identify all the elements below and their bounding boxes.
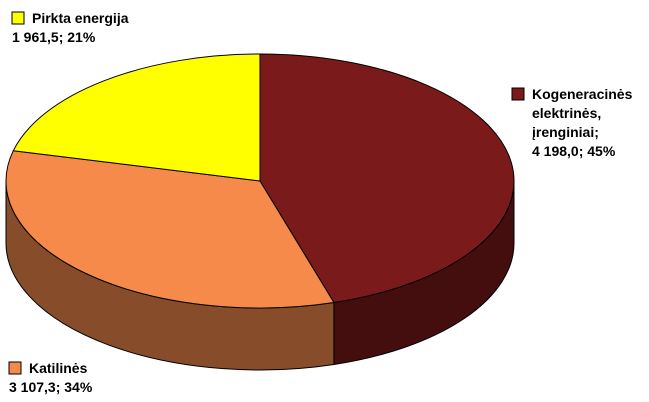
slice-label-line: įrenginiai; <box>532 124 599 140</box>
legend-swatch-1 <box>511 87 525 101</box>
pie-slice-3 <box>12 53 261 182</box>
slice-label-1: Kogeneracinės elektrinės, įrenginiai; 4 198… <box>511 86 633 159</box>
slice-label-line: 4 198,0; 45% <box>532 143 616 159</box>
slice-label-line: 3 107,3; 34% <box>9 379 93 395</box>
slice-label-3: Pirkta energija 1 961,5; 21% <box>11 10 129 45</box>
pie-slice-2 <box>5 150 335 309</box>
slice-label-line: 1 961,5; 21% <box>12 29 96 45</box>
pie-labels: Kogeneracinės elektrinės, įrenginiai; 4 198… <box>8 10 633 395</box>
slice-label-line: Pirkta energija <box>32 10 129 26</box>
pie-tops <box>5 53 515 309</box>
slice-label-line: Kogeneracinės <box>532 86 633 102</box>
slice-label-line: Katilinės <box>29 360 88 376</box>
slice-label-2: Katilinės 3 107,3; 34% <box>8 360 93 395</box>
pie-slice-1 <box>259 53 515 304</box>
legend-swatch-2 <box>8 361 22 375</box>
slice-label-line: elektrinės, <box>532 105 601 121</box>
legend-swatch-3 <box>11 11 25 25</box>
